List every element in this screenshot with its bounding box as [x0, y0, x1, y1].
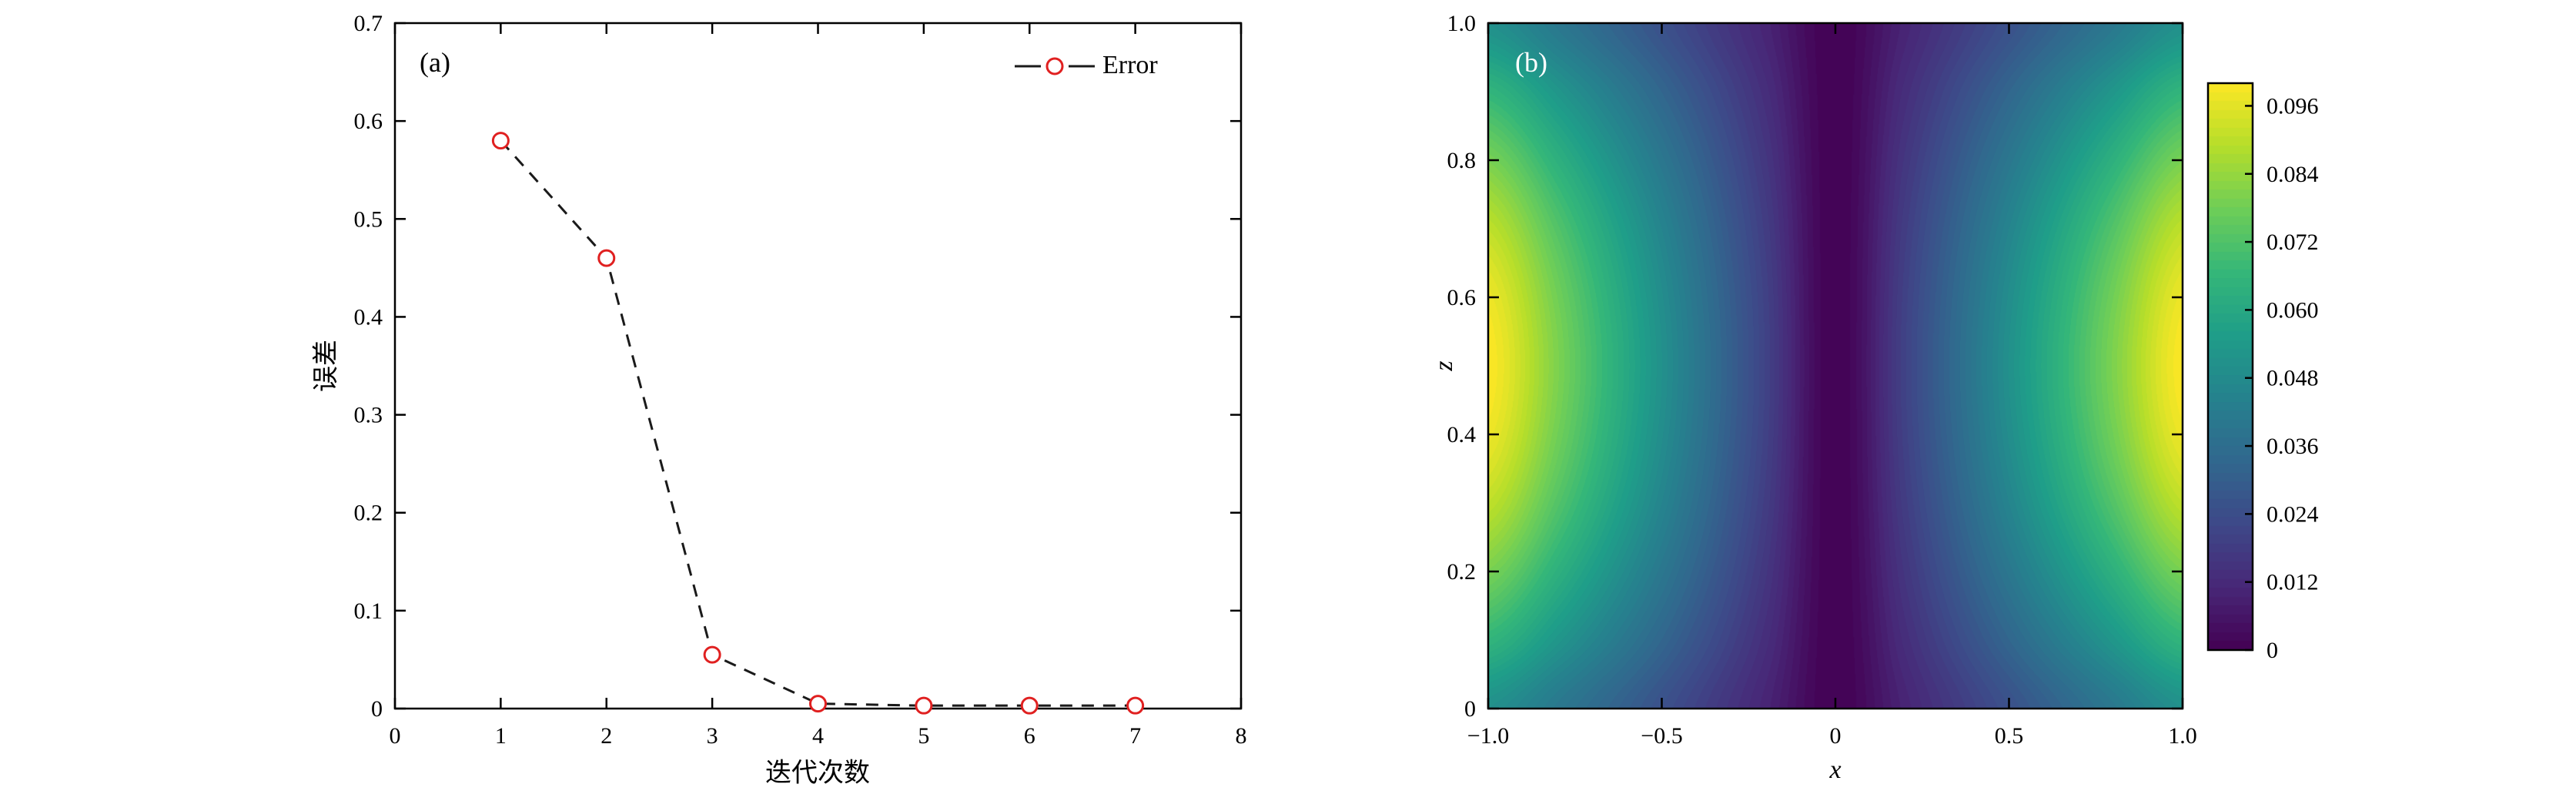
panel-a-xtick-label: 1 — [495, 723, 507, 749]
colorbar-tick-label: 0.096 — [2267, 93, 2319, 119]
panel-b-letter: (b) — [1515, 47, 1547, 78]
legend-marker — [1045, 57, 1064, 75]
panel-a-ytick-label: 0.4 — [354, 304, 383, 330]
panel-a-frame — [393, 22, 1243, 710]
colorbar-tick-label: 0.084 — [2267, 162, 2319, 187]
panel-a-ytick-label: 0.6 — [354, 109, 383, 134]
panel-b-ytick-label: 0.2 — [1447, 559, 1477, 585]
panel-a-ytick-label: 0.5 — [354, 206, 383, 232]
error-marker — [915, 696, 933, 715]
error-marker — [1020, 696, 1039, 715]
colorbar-tick-label: 0.060 — [2267, 297, 2319, 323]
panel-a-ytick-label: 0 — [371, 696, 383, 722]
panel-b-xtick-label: 0 — [1830, 723, 1842, 749]
panel-a-yaxis-label: 误差 — [312, 340, 341, 392]
panel-a-xaxis-label: 迭代次数 — [765, 759, 870, 788]
panel-a-xtick-label: 5 — [918, 723, 929, 749]
colorbar-tick-label: 0.024 — [2267, 501, 2319, 527]
panel-a-ytick-label: 0.1 — [354, 598, 383, 624]
panel-b-yaxis-label: z — [1430, 360, 1458, 371]
panel-b-ytick-label: 0 — [1464, 696, 1476, 722]
panel-b-xaxis-label: x — [1829, 756, 1842, 784]
panel-a-xtick-label: 8 — [1236, 723, 1247, 749]
panel-a-ytick-label: 0.7 — [354, 11, 383, 36]
panel-a-ytick-label: 0.3 — [354, 403, 383, 428]
panel-a-ytick-label: 0.2 — [354, 501, 383, 526]
panel-a-xtick-label: 2 — [601, 723, 612, 749]
panel-b-ytick-label: 0.8 — [1447, 148, 1477, 173]
colorbar-tick-label: 0.072 — [2267, 230, 2319, 255]
panel-b-ytick-label: 0.6 — [1447, 285, 1477, 310]
error-marker — [597, 249, 616, 267]
panel-a-xtick-label: 7 — [1129, 723, 1141, 749]
panel-a-letter: (a) — [420, 47, 450, 78]
colorbar-tick-label: 0.036 — [2267, 434, 2319, 459]
panel-a-xtick-label: 3 — [707, 723, 718, 749]
panel-b-ytick-label: 0.4 — [1447, 422, 1477, 447]
panel-b-ytick-label: 1.0 — [1447, 11, 1477, 36]
error-marker — [491, 132, 510, 150]
colorbar-gradient — [2208, 83, 2253, 650]
panel-b-xtick-label: 0.5 — [1995, 723, 2024, 749]
panel-a-xtick-label: 6 — [1024, 723, 1035, 749]
heatmap-image — [1488, 23, 2183, 709]
panel-b-xtick-label: −1.0 — [1467, 723, 1509, 749]
error-marker — [703, 645, 721, 664]
error-line — [500, 139, 1136, 707]
panel-a-xtick-label: 4 — [812, 723, 824, 749]
legend-label-error: Error — [1102, 51, 1158, 79]
colorbar-tick-label: 0.048 — [2267, 366, 2319, 391]
panel-b-xtick-label: 1.0 — [2168, 723, 2197, 749]
colorbar-tick-label: 0 — [2267, 638, 2278, 663]
panel-b-xtick-label: −0.5 — [1641, 723, 1682, 749]
error-marker — [1126, 696, 1145, 715]
panel-a-xtick-label: 0 — [390, 723, 401, 749]
error-marker — [809, 695, 827, 713]
colorbar-tick-label: 0.012 — [2267, 570, 2319, 595]
